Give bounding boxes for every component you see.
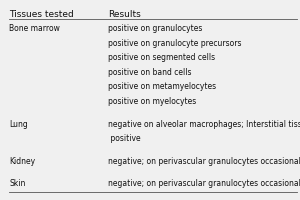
Text: positive on segmented cells: positive on segmented cells [108,53,215,62]
Text: Kidney: Kidney [9,157,35,166]
Text: Lung: Lung [9,120,28,129]
Text: negative; on perivascular granulocytes occasionally positive: negative; on perivascular granulocytes o… [108,157,300,166]
Text: positive on band cells: positive on band cells [108,68,191,77]
Text: negative on alveolar macrophages; Interstitial tissues are occasionally: negative on alveolar macrophages; Inters… [108,120,300,129]
Text: Bone marrow: Bone marrow [9,24,60,33]
Text: positive: positive [108,134,141,143]
Text: positive on myelocytes: positive on myelocytes [108,97,196,106]
Text: Tissues tested: Tissues tested [9,10,74,19]
Text: positive on granulocytes: positive on granulocytes [108,24,202,33]
Text: Results: Results [108,10,141,19]
Text: positive on metamyelocytes: positive on metamyelocytes [108,82,216,91]
Text: Skin: Skin [9,179,26,188]
Text: positive on granulocyte precursors: positive on granulocyte precursors [108,39,242,48]
Text: negative; on perivascular granulocytes occasionally positive: negative; on perivascular granulocytes o… [108,179,300,188]
